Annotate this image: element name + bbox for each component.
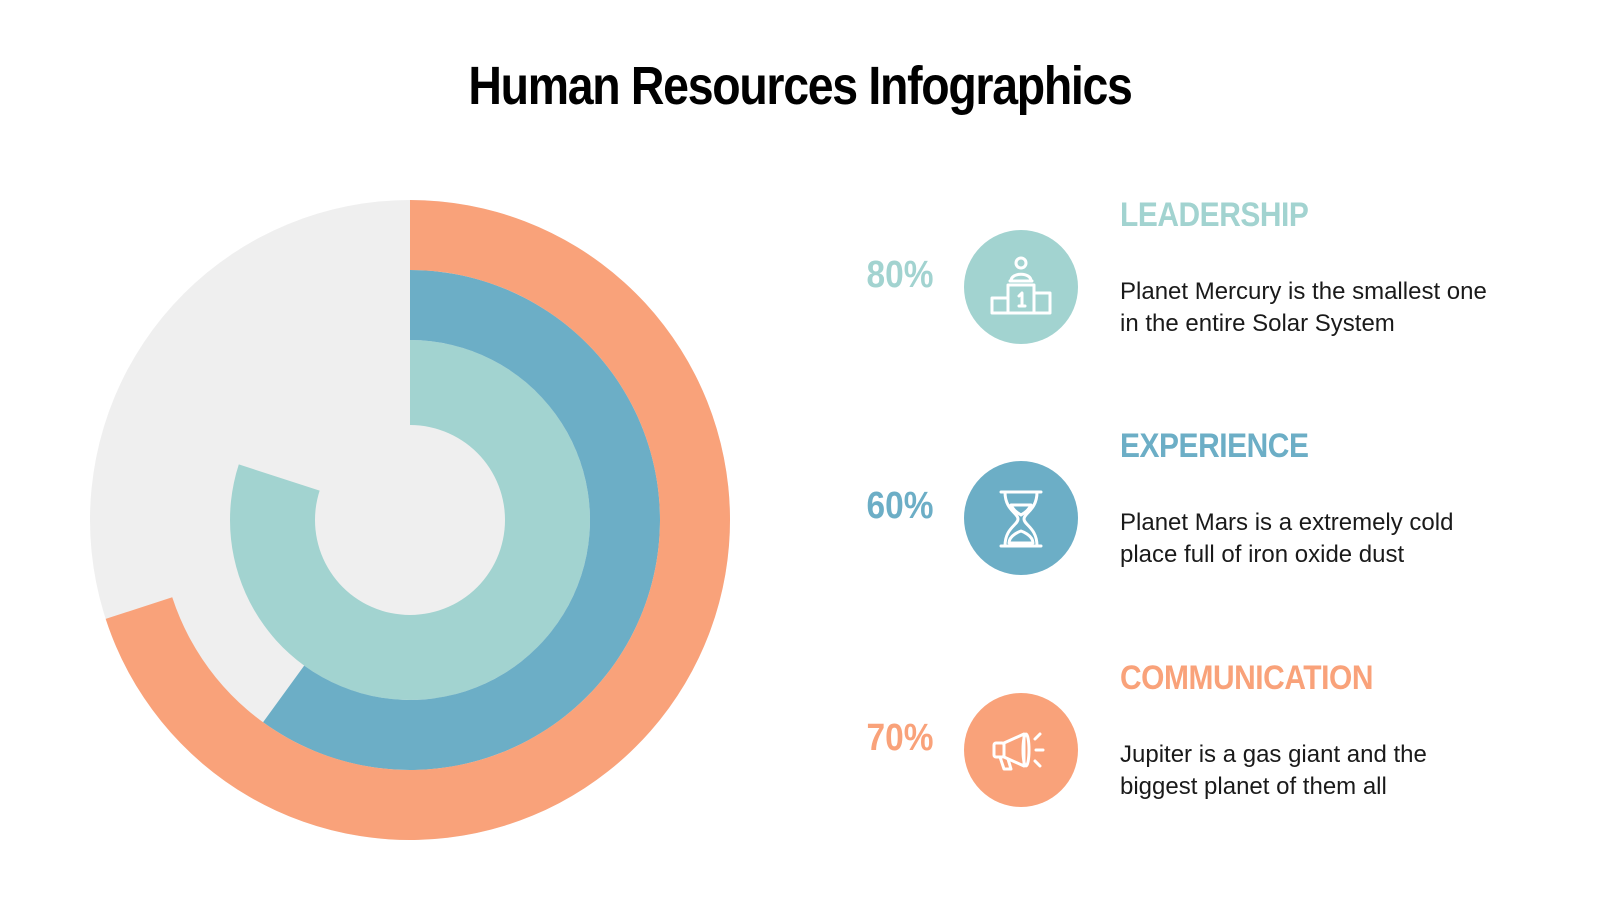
podium-icon [990,256,1052,315]
leadership-description-line1: Planet Mercury is the smallest one [1120,278,1487,305]
experience-description: Planet Mars is a extremely cold place fu… [1120,507,1560,571]
leadership-description: Planet Mercury is the smallest one in th… [1120,276,1560,340]
item-experience: 60% EXPERIENCE Planet Mars is a extremel… [0,427,1600,631]
communication-description: Jupiter is a gas giant and the biggest p… [1120,739,1560,803]
communication-description-line1: Jupiter is a gas giant and the [1120,741,1427,768]
experience-heading: EXPERIENCE [1120,427,1309,465]
communication-icon-circle [964,693,1078,807]
leadership-heading: LEADERSHIP [1120,196,1309,234]
item-communication: 70% COMMUNICATION Jupiter is a gas giant… [0,659,1600,863]
leadership-percent: 80% [866,254,934,296]
radial-bar-leadership [230,340,590,700]
communication-description-line2: biggest planet of them all [1120,773,1387,800]
leadership-description-line2: in the entire Solar System [1120,310,1395,337]
radial-bar-experience [263,270,660,770]
communication-percent: 70% [866,717,934,759]
experience-description-line1: Planet Mars is a extremely cold [1120,509,1454,536]
hourglass-icon [999,490,1043,548]
experience-description-line2: place full of iron oxide dust [1120,541,1405,568]
experience-percent: 60% [866,485,934,527]
leadership-icon-circle [964,230,1078,344]
radial-bar-chart [90,200,730,840]
item-leadership: 80% LEADERSHIP Planet Mercury is the sma… [0,196,1600,400]
megaphone-icon [992,732,1045,771]
communication-heading: COMMUNICATION [1120,659,1373,697]
page-title: Human Resources Infographics [468,56,1133,116]
experience-icon-circle [964,461,1078,575]
